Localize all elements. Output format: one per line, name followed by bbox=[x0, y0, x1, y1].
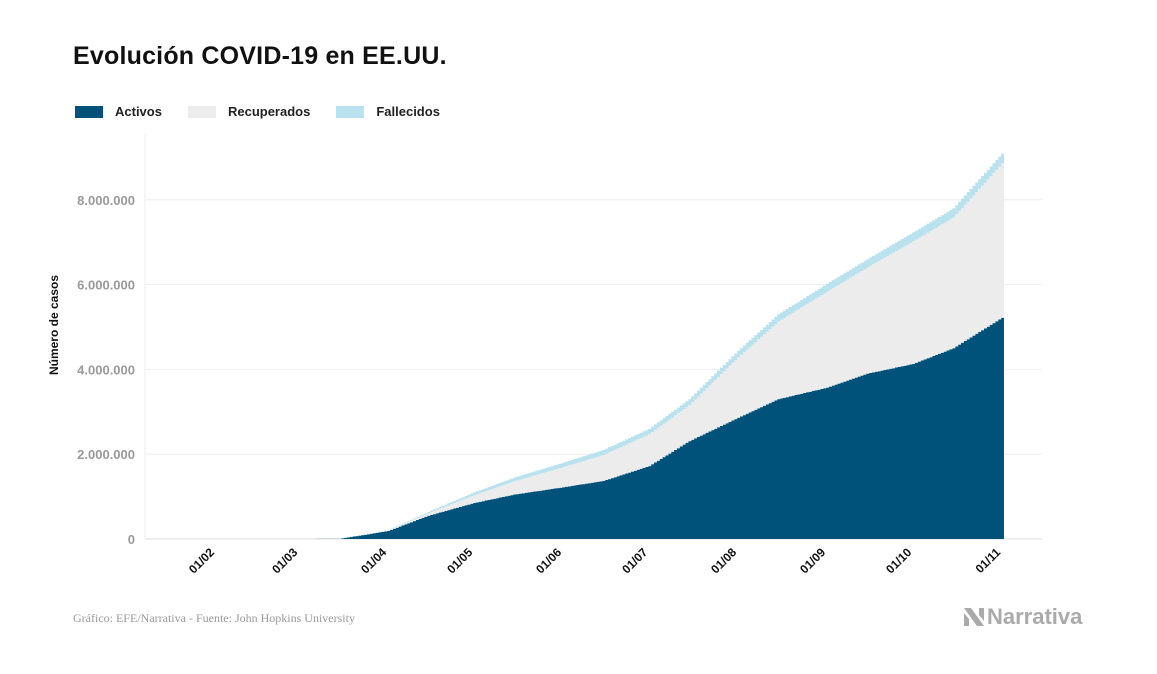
source-footer: Gráfico: EFE/Narrativa - Fuente: John Ho… bbox=[73, 611, 355, 625]
area-recuperados bbox=[186, 163, 1004, 539]
legend: Activos Recuperados Fallecidos bbox=[75, 104, 466, 119]
y-tick-label: 8.000.000 bbox=[77, 193, 135, 208]
legend-swatch-activos bbox=[75, 105, 103, 118]
x-tick-label: 01/10 bbox=[883, 545, 914, 576]
x-tick-label: 01/05 bbox=[444, 545, 475, 576]
y-tick-label: 2.000.000 bbox=[77, 447, 135, 462]
y-tick-label: 6.000.000 bbox=[77, 278, 135, 293]
x-tick-label: 01/04 bbox=[358, 545, 389, 576]
legend-item-recuperados: Recuperados bbox=[187, 104, 311, 119]
area-activos bbox=[186, 317, 1004, 539]
x-tick-label: 01/02 bbox=[186, 545, 217, 576]
x-tick-label: 01/09 bbox=[797, 545, 828, 576]
x-tick-label: 01/07 bbox=[619, 545, 650, 576]
legend-label-recuperados: Recuperados bbox=[227, 104, 311, 119]
legend-item-activos: Activos bbox=[75, 104, 162, 119]
legend-swatch-fallecidos bbox=[336, 105, 365, 118]
logo-text: Narrativa bbox=[987, 604, 1083, 629]
x-tick-label: 01/08 bbox=[708, 545, 739, 576]
legend-label-fallecidos: Fallecidos bbox=[376, 104, 440, 119]
x-tick-label: 01/11 bbox=[973, 545, 1004, 576]
narrativa-logo: Narrativa bbox=[963, 604, 1082, 630]
x-tick-label: 01/03 bbox=[269, 545, 300, 576]
x-tick-label: 01/06 bbox=[533, 545, 564, 576]
y-tick-label: 4.000.000 bbox=[77, 362, 135, 377]
chart-title: Evolución COVID-19 en EE.UU. bbox=[73, 42, 447, 70]
legend-item-fallecidos: Fallecidos bbox=[336, 104, 440, 119]
legend-swatch-recuperados bbox=[187, 105, 216, 118]
narrativa-logo-icon bbox=[964, 608, 984, 626]
legend-label-activos: Activos bbox=[115, 104, 162, 119]
y-tick-label: 0 bbox=[128, 532, 135, 547]
